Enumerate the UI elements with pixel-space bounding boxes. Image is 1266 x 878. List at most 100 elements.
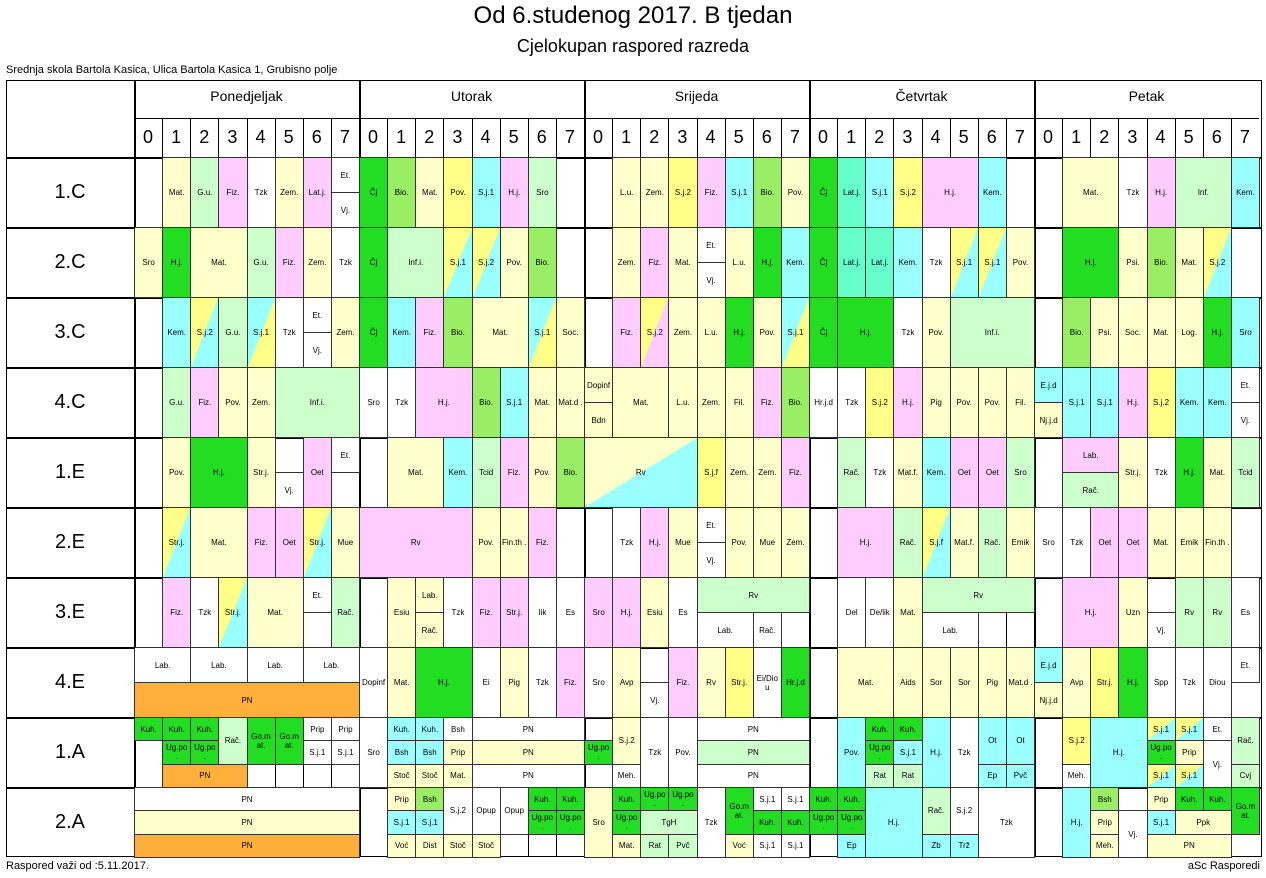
- lesson-cell: De/lik: [865, 577, 895, 648]
- lesson-cell: Pig: [977, 647, 1007, 718]
- class-name: 2.E: [54, 531, 86, 553]
- lesson-cell: Opup: [471, 787, 501, 835]
- lesson-cell: Et.: [330, 157, 360, 193]
- lesson-cell: Sor: [949, 647, 979, 718]
- lesson-cell: Hr.j.d: [780, 647, 810, 718]
- lesson-cell: Bsh: [443, 717, 473, 742]
- lesson-cell: Sro: [527, 157, 557, 228]
- lesson-cell: Tzk: [190, 577, 220, 648]
- lesson-cell: Tzk: [949, 717, 979, 788]
- lesson-cell: Rač.: [837, 437, 867, 508]
- lesson-cell: Zem.: [752, 437, 782, 508]
- lesson-cell: Str.j.: [162, 507, 192, 578]
- lesson-cell: Kem.: [1174, 367, 1204, 438]
- lesson-cell: Lab.: [921, 612, 979, 648]
- lesson-cell: Ei/Diou: [752, 647, 782, 718]
- lesson-cell: G.u.: [190, 157, 220, 228]
- lesson-cell: S.j.1: [1146, 717, 1176, 742]
- lesson-cell: Kuh.: [612, 787, 642, 812]
- period-header: 2: [424, 127, 435, 147]
- lesson-cell: PN: [162, 763, 248, 788]
- lesson-cell: Rač.: [415, 612, 445, 648]
- lesson-cell: Dopinf: [584, 367, 614, 403]
- lesson-cell: Tzk: [527, 647, 557, 718]
- lesson-cell: Rač.: [921, 787, 951, 835]
- lesson-cell: Mat.: [1146, 507, 1176, 578]
- lesson-cell: Oet: [1090, 507, 1120, 578]
- lesson-cell: Fiz.: [471, 577, 501, 648]
- period-header: 2: [649, 127, 660, 147]
- lesson-cell: Mat.: [190, 227, 248, 298]
- lesson-cell: Bio.: [780, 367, 810, 438]
- lesson-cell: Lab.: [134, 647, 192, 683]
- lesson-cell: Pov.: [949, 367, 979, 438]
- lesson-cell: Čj: [809, 227, 839, 298]
- lesson-cell: Go.m at.: [724, 787, 754, 835]
- lesson-cell: Vj.: [274, 472, 304, 508]
- lesson-cell: Prip: [1174, 740, 1204, 765]
- lesson-cell: Fiz.: [752, 367, 782, 438]
- lesson-cell: S.j.1: [1090, 367, 1120, 438]
- lesson-cell: Prip: [1090, 810, 1120, 835]
- lesson-cell: Pov.: [724, 507, 754, 578]
- lesson-cell: Rač.: [1062, 472, 1120, 508]
- lesson-cell: Zem.: [302, 227, 332, 298]
- lesson-cell: Avp: [1062, 647, 1092, 718]
- lesson-cell: Fil.: [724, 367, 754, 438]
- lesson-cell: Pov.: [921, 297, 951, 368]
- lesson-cell: Sro: [584, 647, 614, 718]
- lesson-cell: S.j.f: [696, 437, 726, 508]
- period-header: 6: [536, 127, 547, 147]
- lesson-cell: Pov.: [443, 157, 473, 228]
- grid-line: [134, 80, 136, 857]
- lesson-cell: S.j.1: [246, 297, 276, 368]
- lesson-cell: Mat.: [1146, 297, 1176, 368]
- lesson-cell: Fiz.: [555, 647, 585, 718]
- lesson-cell: Tzk: [1146, 437, 1176, 508]
- lesson-cell: Sro: [584, 577, 614, 648]
- lesson-cell: Fin.th .: [499, 507, 529, 578]
- lesson-cell: Pov.: [162, 437, 192, 508]
- lesson-cell: Kuh.: [415, 717, 445, 742]
- lesson-cell: Dopinf: [359, 647, 389, 718]
- lesson-cell: H.j.: [162, 227, 192, 298]
- period-header: 2: [874, 127, 885, 147]
- lesson-cell: H.j.: [1174, 437, 1204, 508]
- lesson-cell: Ug.po .: [1146, 740, 1176, 765]
- lesson-cell: Pvč: [1005, 763, 1035, 788]
- lesson-cell: Ug.po .: [865, 740, 895, 765]
- lesson-cell: PN: [134, 810, 360, 835]
- lesson-cell: Rač.: [893, 507, 923, 578]
- lesson-cell: Tzk: [837, 367, 867, 438]
- lesson-cell: Kem.: [443, 437, 473, 508]
- period-header: 3: [227, 127, 238, 147]
- lesson-cell: PN: [471, 763, 585, 788]
- lesson-cell: Prip: [1146, 787, 1176, 812]
- lesson-cell: Kuh.: [837, 787, 867, 812]
- lesson-cell: Tzk: [387, 367, 417, 438]
- lesson-cell: Meh.: [612, 763, 642, 788]
- lesson-cell: Vj.: [696, 262, 726, 298]
- lesson-cell: Mat.: [527, 367, 557, 438]
- lesson-cell: Oet: [302, 437, 332, 508]
- lesson-cell: Avp: [612, 647, 642, 718]
- lesson-cell: Ug.po .: [809, 810, 839, 835]
- lesson-cell: S.j.1: [1174, 763, 1204, 788]
- lesson-cell: Pvč: [668, 833, 698, 858]
- period-header: 1: [1071, 127, 1082, 147]
- lesson-cell: Oet: [1118, 507, 1148, 578]
- lesson-cell: Kuh.: [752, 810, 782, 835]
- lesson-cell: Mat.: [162, 157, 192, 228]
- lesson-cell: Mue: [668, 507, 698, 578]
- lesson-cell: Str.j.: [499, 577, 529, 648]
- lesson-cell: Tzk: [921, 227, 951, 298]
- lesson-cell: Tzk: [696, 787, 726, 858]
- lesson-cell: Stoč: [415, 763, 445, 788]
- period-header: 6: [311, 127, 322, 147]
- lesson-cell: Psi.: [1118, 227, 1148, 298]
- lesson-cell: S.j.2: [640, 297, 670, 368]
- school-info: Srednja skola Bartola Kasica, Ulica Bart…: [6, 64, 338, 76]
- lesson-cell: Ot: [977, 717, 1007, 765]
- period-header: 6: [761, 127, 772, 147]
- period-header: 4: [255, 127, 266, 147]
